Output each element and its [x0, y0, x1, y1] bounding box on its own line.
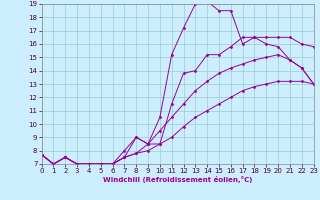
X-axis label: Windchill (Refroidissement éolien,°C): Windchill (Refroidissement éolien,°C) — [103, 176, 252, 183]
